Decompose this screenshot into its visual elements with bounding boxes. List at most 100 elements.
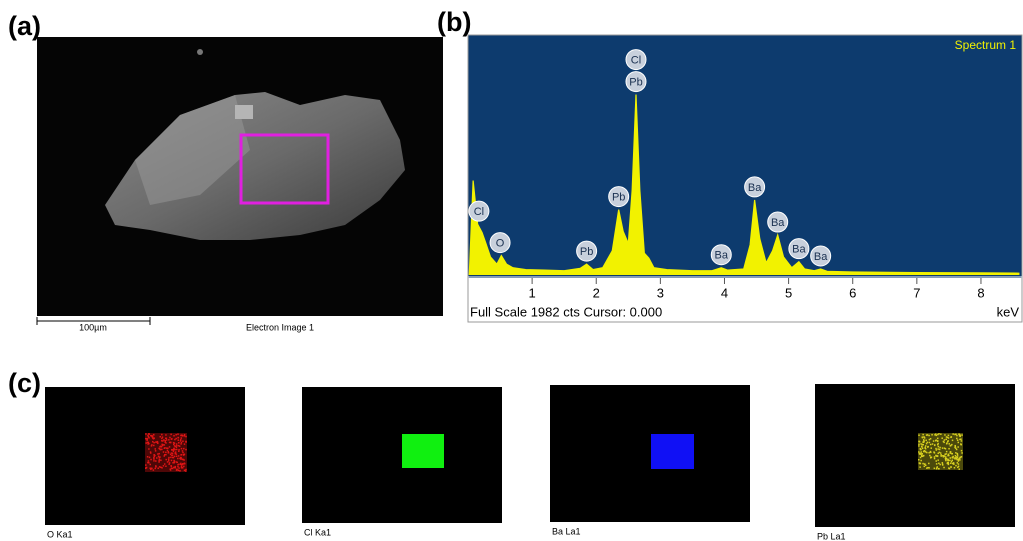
map-speckle xyxy=(938,468,940,470)
map-speckle xyxy=(958,459,960,461)
map-speckle xyxy=(173,442,175,444)
peak-label: Ba xyxy=(771,217,785,229)
map-label: Cl Ka1 xyxy=(304,527,331,537)
map-speckle xyxy=(184,435,186,437)
map-speckle xyxy=(168,458,170,460)
map-speckle xyxy=(154,468,156,470)
map-speckle xyxy=(957,446,959,448)
map-speckle xyxy=(952,456,954,458)
map-speckle xyxy=(164,463,166,465)
map-speckle xyxy=(933,440,935,442)
map-speckle xyxy=(961,440,963,442)
map-speckle xyxy=(931,456,933,458)
map-speckle xyxy=(934,458,936,460)
panel-label: (b) xyxy=(437,7,471,37)
map-speckle xyxy=(156,457,158,459)
map-speckle xyxy=(165,452,167,454)
map-speckle xyxy=(935,455,937,457)
map-speckle xyxy=(924,466,926,468)
map-speckle xyxy=(148,433,150,435)
map-speckle xyxy=(184,463,186,465)
peak-label: Cl xyxy=(474,206,484,218)
map-speckle xyxy=(146,439,148,441)
map-speckle xyxy=(955,455,957,457)
map-speckle xyxy=(953,463,955,465)
map-speckle xyxy=(927,446,929,448)
map-speckle xyxy=(145,442,147,444)
peak-label: Pb xyxy=(612,192,625,204)
map-speckle xyxy=(935,439,937,441)
map-speckle xyxy=(159,436,161,438)
map-speckle xyxy=(926,452,928,454)
map-speckle xyxy=(958,463,960,465)
map-speckle xyxy=(148,460,150,462)
map-speckle xyxy=(176,456,178,458)
map-speckle xyxy=(942,464,944,466)
map-speckle xyxy=(170,457,172,459)
x-tick-label: 7 xyxy=(913,285,920,300)
map-speckle xyxy=(157,468,159,470)
map-speckle xyxy=(153,457,155,459)
map-speckle xyxy=(936,435,938,437)
map-speckle xyxy=(174,449,176,451)
map-speckle xyxy=(155,460,157,462)
map-speckle xyxy=(176,461,178,463)
x-tick-label: 6 xyxy=(849,285,856,300)
map-speckle xyxy=(183,454,185,456)
map-speckle xyxy=(146,467,148,469)
map-speckle xyxy=(181,448,183,450)
map-speckle xyxy=(165,459,167,461)
map-speckle xyxy=(167,450,169,452)
map-speckle xyxy=(942,455,944,457)
map-speckle xyxy=(948,448,950,450)
map-speckle xyxy=(146,438,148,440)
map-speckle xyxy=(166,447,168,449)
map-speckle xyxy=(177,464,179,466)
map-speckle xyxy=(937,448,939,450)
map-speckle xyxy=(169,442,171,444)
map-speckle xyxy=(164,444,166,446)
peak-label: Ba xyxy=(792,244,806,256)
map-speckle xyxy=(955,446,957,448)
map-speckle xyxy=(946,436,948,438)
map-speckle xyxy=(958,460,960,462)
map-speckle xyxy=(948,443,950,445)
map-speckle xyxy=(168,439,170,441)
image-caption: Electron Image 1 xyxy=(246,322,314,332)
x-tick-label: 1 xyxy=(529,285,536,300)
map-speckle xyxy=(936,449,938,451)
map-speckle xyxy=(923,439,925,441)
map-speckle xyxy=(924,447,926,449)
map-speckle xyxy=(182,450,184,452)
map-speckle xyxy=(921,446,923,448)
map-speckle xyxy=(178,467,180,469)
map-speckle xyxy=(177,466,179,468)
map-speckle xyxy=(927,434,929,436)
map-speckle xyxy=(181,437,183,439)
map-speckle xyxy=(944,434,946,436)
x-tick-label: 4 xyxy=(721,285,728,300)
map-speckle xyxy=(178,449,180,451)
map-speckle xyxy=(184,443,186,445)
map-speckle xyxy=(174,445,176,447)
map-speckle xyxy=(173,462,175,464)
map-speckle xyxy=(153,445,155,447)
map-speckle xyxy=(948,460,950,462)
map-speckle xyxy=(936,463,938,465)
map-speckle xyxy=(164,447,166,449)
map-speckle xyxy=(163,465,165,467)
map-speckle xyxy=(948,435,950,437)
x-tick-label: 2 xyxy=(593,285,600,300)
element-map xyxy=(815,384,1015,527)
map-speckle xyxy=(152,441,154,443)
map-speckle xyxy=(185,436,187,438)
map-speckle xyxy=(153,469,155,471)
spectrum-title: Spectrum 1 xyxy=(955,38,1017,52)
map-speckle xyxy=(182,452,184,454)
map-speckle xyxy=(165,442,167,444)
map-speckle xyxy=(155,448,157,450)
map-speckle xyxy=(157,443,159,445)
map-speckle xyxy=(170,469,172,471)
map-speckle xyxy=(182,440,184,442)
map-speckle xyxy=(925,440,927,442)
